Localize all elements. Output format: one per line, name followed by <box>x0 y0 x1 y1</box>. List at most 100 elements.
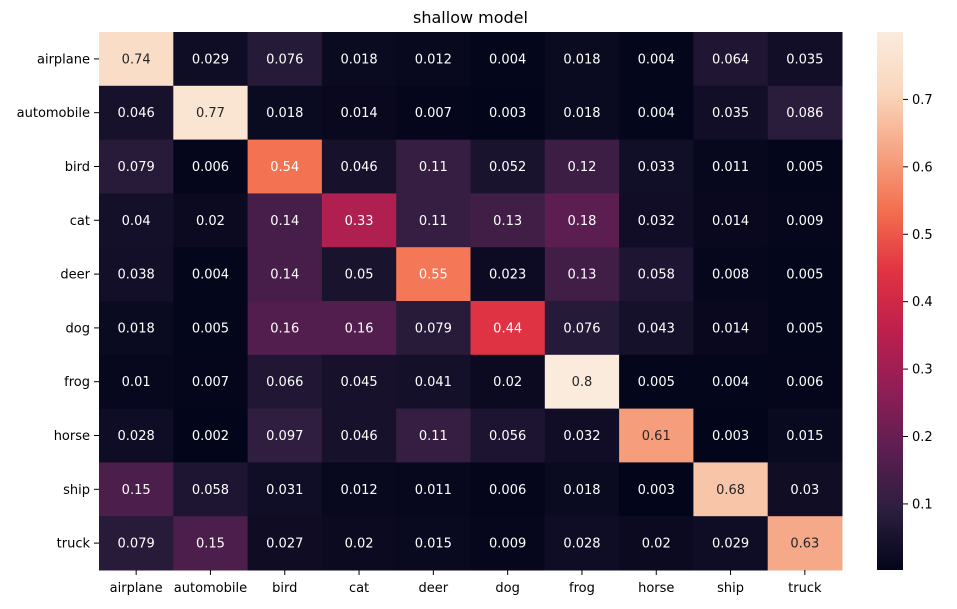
cell-value-label: 0.014 <box>712 214 749 229</box>
cell-value-label: 0.035 <box>786 52 823 67</box>
cell-value-label: 0.003 <box>489 106 526 121</box>
colorbar-tick-label: 0.6 <box>912 160 933 175</box>
cell-value-label: 0.003 <box>638 483 675 498</box>
cell-value-label: 0.006 <box>192 160 229 175</box>
cell-value-label: 0.014 <box>712 321 749 336</box>
x-tick-label: cat <box>349 581 369 596</box>
heatmap-cell <box>619 516 694 571</box>
cell-value-label: 0.005 <box>192 321 229 336</box>
x-tick-label: deer <box>419 581 449 596</box>
colorbar <box>877 32 903 570</box>
heatmap-cell <box>544 354 620 410</box>
heatmap-cell <box>767 408 843 463</box>
heatmap-cell <box>247 301 323 356</box>
cell-value-label: 0.18 <box>567 214 596 229</box>
heatmap-cell <box>619 85 694 141</box>
cell-value-label: 0.046 <box>118 106 155 121</box>
heatmap-cell <box>544 408 620 463</box>
heatmap-cell <box>470 516 546 571</box>
cell-value-label: 0.052 <box>489 160 526 175</box>
heatmap-cell <box>247 408 323 463</box>
cell-value-label: 0.043 <box>638 321 675 336</box>
x-tick-label: dog <box>495 581 519 596</box>
heatmap-cell <box>396 247 471 302</box>
cell-value-label: 0.03 <box>790 483 819 498</box>
chart-title: shallow model <box>413 8 528 27</box>
heatmap-cell <box>767 354 843 410</box>
cell-value-label: 0.16 <box>270 321 299 336</box>
x-tick-label: frog <box>569 581 595 596</box>
cell-value-label: 0.68 <box>716 483 745 498</box>
heatmap-cell <box>321 354 397 410</box>
y-tick-label: bird <box>65 160 90 175</box>
cell-value-label: 0.15 <box>196 537 225 552</box>
heatmap-cell <box>99 354 174 410</box>
heatmap-cell <box>99 85 174 141</box>
heatmap-cell <box>99 462 174 517</box>
heatmap-cell <box>173 139 249 194</box>
heatmap-cell <box>321 32 397 87</box>
cell-value-label: 0.014 <box>340 106 377 121</box>
cell-value-label: 0.004 <box>192 268 229 283</box>
heatmap-cell <box>767 32 843 87</box>
cell-value-label: 0.12 <box>567 160 596 175</box>
heatmap-cell <box>99 32 174 87</box>
cell-value-label: 0.031 <box>266 483 303 498</box>
heatmap-cell <box>396 85 471 141</box>
heatmap-cell <box>396 516 471 571</box>
heatmap-cell <box>693 85 769 141</box>
heatmap-cell <box>396 462 471 517</box>
cell-value-label: 0.076 <box>266 52 303 67</box>
colorbar-tick-label: 0.2 <box>912 430 933 445</box>
x-tick-label: truck <box>788 581 822 596</box>
heatmap-cell <box>767 139 843 194</box>
cell-value-label: 0.064 <box>712 52 749 67</box>
cell-value-label: 0.079 <box>415 321 452 336</box>
cell-value-label: 0.005 <box>786 321 823 336</box>
heatmap-cell <box>693 301 769 356</box>
y-tick-label: ship <box>63 483 90 498</box>
heatmap-cell <box>173 408 249 463</box>
cell-value-label: 0.041 <box>415 375 452 390</box>
heatmap-cell <box>173 354 249 410</box>
cell-value-label: 0.046 <box>340 160 377 175</box>
heatmap-cell <box>99 139 174 194</box>
heatmap-cell <box>396 32 471 87</box>
heatmap-cell <box>767 462 843 517</box>
cell-value-label: 0.44 <box>493 321 522 336</box>
cell-value-label: 0.009 <box>489 537 526 552</box>
cell-value-label: 0.005 <box>786 160 823 175</box>
heatmap-cell <box>619 247 694 302</box>
heatmap-cell <box>470 139 546 194</box>
cell-value-label: 0.029 <box>192 52 229 67</box>
heatmap-cell <box>173 516 249 571</box>
cell-value-label: 0.033 <box>638 160 675 175</box>
heatmap-cell <box>619 354 694 410</box>
heatmap-cell <box>99 247 174 302</box>
heatmap-cell <box>619 408 694 463</box>
heatmap-cell <box>693 408 769 463</box>
heatmap-cell <box>396 408 471 463</box>
cell-value-label: 0.028 <box>118 429 155 444</box>
heatmap-cell <box>470 193 546 248</box>
cell-value-label: 0.77 <box>196 106 225 121</box>
heatmap-cell <box>693 516 769 571</box>
heatmap-cell <box>470 301 546 356</box>
cell-value-label: 0.035 <box>712 106 749 121</box>
cell-value-label: 0.046 <box>340 429 377 444</box>
heatmap-cell <box>767 193 843 248</box>
cell-value-label: 0.018 <box>563 483 600 498</box>
cell-value-label: 0.004 <box>712 375 749 390</box>
heatmap-cell <box>619 139 694 194</box>
heatmap-cell <box>767 516 843 571</box>
cell-value-label: 0.097 <box>266 429 303 444</box>
cell-value-label: 0.8 <box>572 375 593 390</box>
heatmap-cell <box>693 354 769 410</box>
cell-value-label: 0.15 <box>122 483 151 498</box>
colorbar-tick-label: 0.7 <box>912 93 933 108</box>
heatmap-cell <box>247 462 323 517</box>
cell-value-label: 0.14 <box>270 214 299 229</box>
heatmap-cell <box>396 139 471 194</box>
heatmap-cell <box>544 85 620 141</box>
